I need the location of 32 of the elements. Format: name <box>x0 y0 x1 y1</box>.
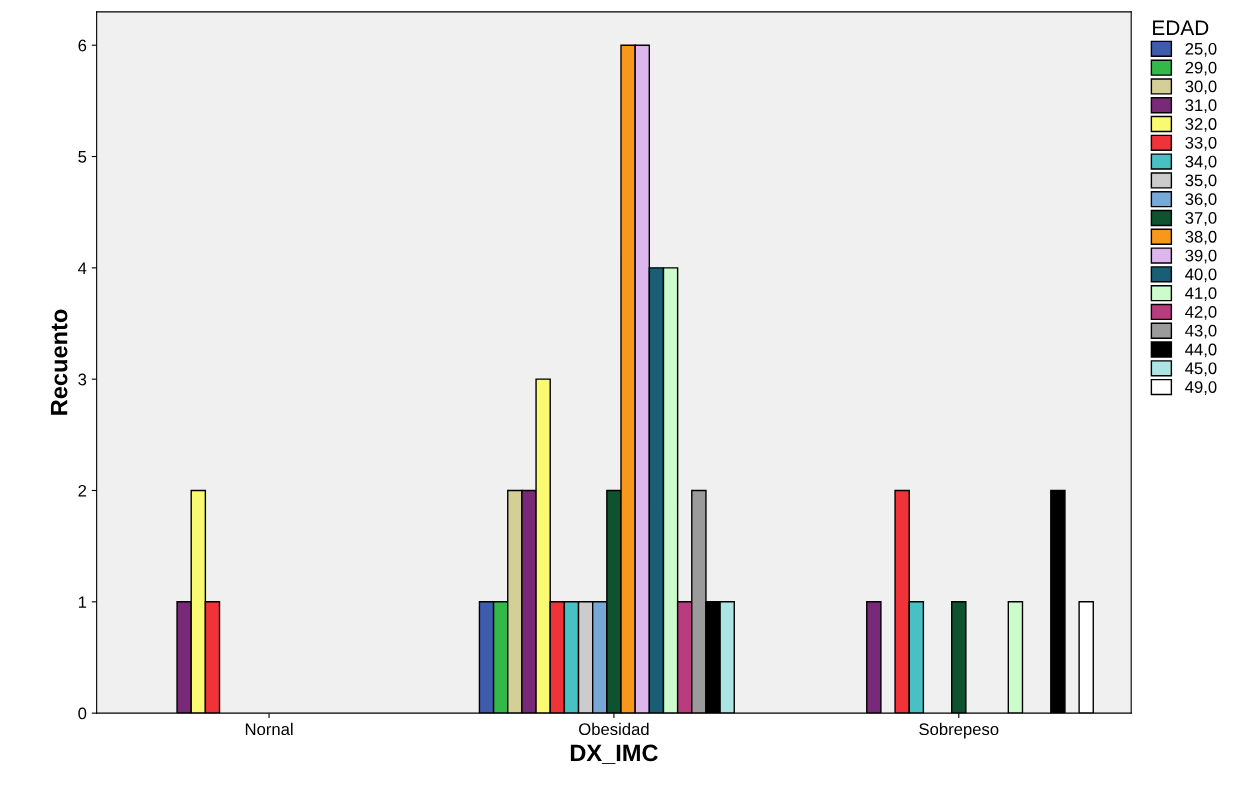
legend-label: 30,0 <box>1185 80 1217 95</box>
legend-label: 38,0 <box>1185 230 1217 245</box>
legend-label: 34,0 <box>1185 155 1217 170</box>
x-axis-title: DX_IMC <box>570 744 658 764</box>
x-tick-label: Nornal <box>245 722 293 736</box>
legend-label: 41,0 <box>1185 287 1217 301</box>
legend-label: 37,0 <box>1185 212 1217 226</box>
y-tick-label: 4 <box>78 262 87 274</box>
legend-label: 39,0 <box>1185 249 1217 264</box>
legend-label: 43,0 <box>1185 324 1217 339</box>
y-tick-label: 0 <box>78 707 87 720</box>
legend-label: 44,0 <box>1185 343 1217 358</box>
y-tick-label: 1 <box>78 596 87 608</box>
y-tick-label: 3 <box>78 373 87 386</box>
legend-label: 31,0 <box>1185 99 1217 114</box>
x-tick-label: Sobrepeso <box>919 722 999 739</box>
legend-label: 45,0 <box>1185 362 1217 377</box>
legend-label: 25,0 <box>1185 42 1217 57</box>
y-tick-label: 2 <box>78 484 87 497</box>
legend-label: 33,0 <box>1185 136 1217 151</box>
legend-label: 32,0 <box>1185 118 1217 132</box>
legend-label: 29,0 <box>1185 61 1217 76</box>
legend-label: 36,0 <box>1185 193 1217 208</box>
y-axis-title: Recuento <box>50 309 68 415</box>
legend-title: EDAD <box>1153 20 1209 35</box>
legend-label: 49,0 <box>1185 381 1217 395</box>
legend-label: 40,0 <box>1185 268 1217 283</box>
y-tick-label: 5 <box>78 151 87 163</box>
legend-label: 42,0 <box>1185 306 1217 320</box>
legend-label: 35,0 <box>1185 174 1217 189</box>
y-tick-label: 6 <box>78 39 87 52</box>
x-tick-label: Obesidad <box>579 722 649 736</box>
